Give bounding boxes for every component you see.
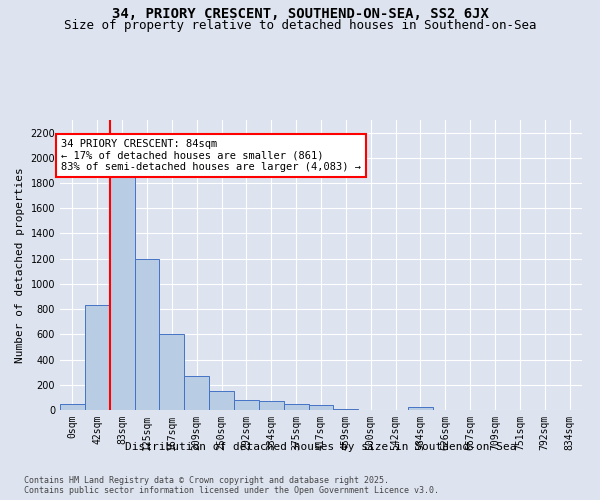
Text: Size of property relative to detached houses in Southend-on-Sea: Size of property relative to detached ho… <box>64 18 536 32</box>
Text: Distribution of detached houses by size in Southend-on-Sea: Distribution of detached houses by size … <box>125 442 517 452</box>
Bar <box>184 376 209 410</box>
Bar <box>284 404 308 410</box>
Y-axis label: Number of detached properties: Number of detached properties <box>15 167 25 363</box>
Bar <box>334 409 358 410</box>
Bar <box>85 306 110 410</box>
Bar <box>134 258 160 410</box>
Text: 34, PRIORY CRESCENT, SOUTHEND-ON-SEA, SS2 6JX: 34, PRIORY CRESCENT, SOUTHEND-ON-SEA, SS… <box>112 8 488 22</box>
Bar <box>234 400 259 410</box>
Bar <box>308 405 334 410</box>
Bar <box>60 404 85 410</box>
Bar <box>160 334 184 410</box>
Bar <box>259 401 284 410</box>
Bar <box>110 170 134 410</box>
Bar <box>209 391 234 410</box>
Text: 34 PRIORY CRESCENT: 84sqm
← 17% of detached houses are smaller (861)
83% of semi: 34 PRIORY CRESCENT: 84sqm ← 17% of detac… <box>61 139 361 172</box>
Text: Contains HM Land Registry data © Crown copyright and database right 2025.
Contai: Contains HM Land Registry data © Crown c… <box>24 476 439 495</box>
Bar <box>408 407 433 410</box>
